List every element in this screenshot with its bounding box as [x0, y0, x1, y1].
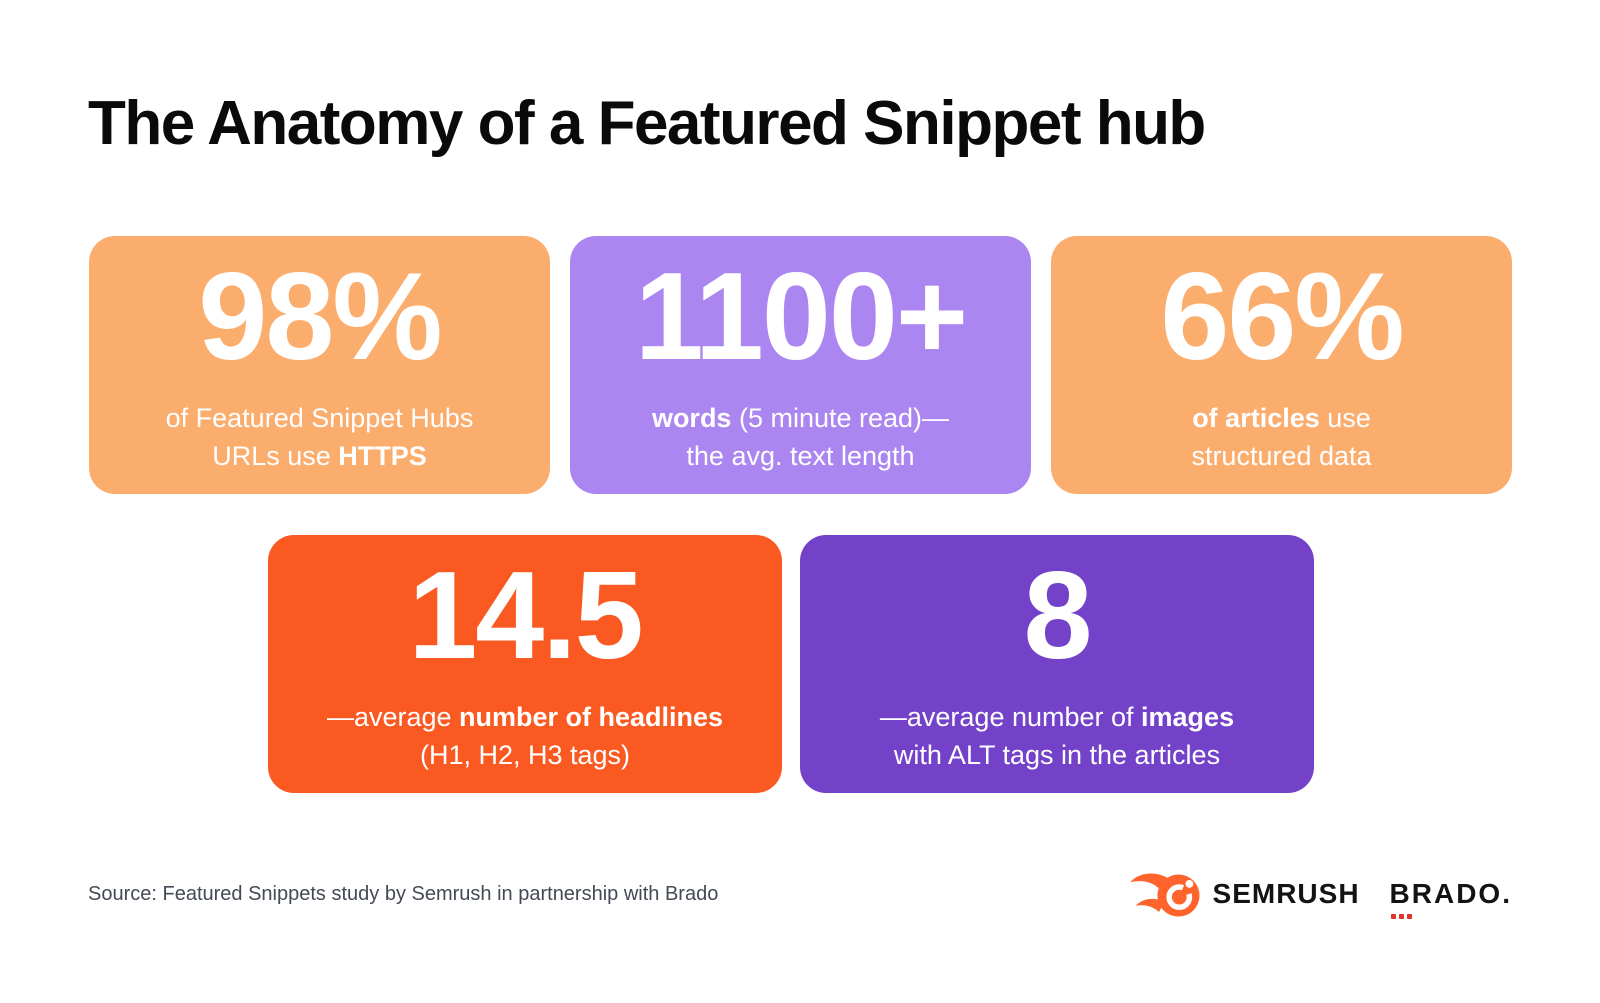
stat-value-headlines: 14.5 — [408, 546, 643, 685]
stat-value-structured-data: 66% — [1160, 247, 1404, 386]
stat-value-https: 98% — [198, 247, 442, 386]
semrush-logo: SEMRUSH — [1127, 869, 1360, 919]
source-note: Source: Featured Snippets study by Semru… — [88, 882, 719, 905]
stat-description-https: of Featured Snippet Hubs URLs use HTTPS — [165, 402, 474, 471]
stat-description-words: words (5 minute read)— the avg. text leng… — [651, 402, 950, 471]
footer: Source: Featured Snippets study by Semru… — [88, 866, 1512, 922]
semrush-wordmark: SEMRUSH — [1212, 878, 1360, 909]
stats-row-bottom: 14.5 —average number of headlines (H1, H2… — [268, 535, 1314, 793]
stat-description-headlines: —average number of headlines (H1, H2, H3 … — [326, 701, 724, 770]
brado-logo: BRADO. — [1389, 878, 1512, 919]
page-title: The Anatomy of a Featured Snippet hub — [88, 89, 1206, 158]
semrush-flame-icon — [1129, 873, 1200, 917]
brado-dots-icon — [1390, 914, 1412, 919]
stat-card-https: 98% of Featured Snippet Hubs URLs use HTT… — [89, 236, 550, 494]
stat-card-images: 8 —average number of images with ALT tags… — [800, 535, 1314, 793]
brand-logos: SEMRUSH BRADO. — [1127, 869, 1512, 919]
stat-card-structured-data: 66% of articles use structured data — [1051, 236, 1512, 494]
brado-wordmark: BRADO. — [1389, 878, 1512, 909]
stat-description-images: —average number of images with ALT tags i… — [879, 701, 1235, 770]
stats-row-top: 98% of Featured Snippet Hubs URLs use HTT… — [89, 236, 1512, 494]
stat-description-structured-data: of articles use structured data — [1191, 402, 1372, 471]
stat-card-headlines: 14.5 —average number of headlines (H1, H2… — [268, 535, 782, 793]
stat-card-words: 1100+ words (5 minute read)— the avg. tex… — [570, 236, 1031, 494]
stat-value-images: 8 — [1023, 546, 1093, 685]
stat-value-words: 1100+ — [634, 247, 968, 386]
